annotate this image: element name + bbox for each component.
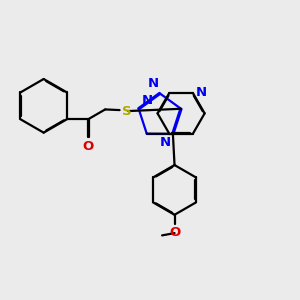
Text: N: N (142, 94, 153, 107)
Text: N: N (147, 77, 158, 90)
Text: S: S (122, 105, 132, 118)
Text: N: N (196, 86, 207, 99)
Text: O: O (82, 140, 94, 153)
Text: N: N (160, 136, 171, 149)
Text: O: O (169, 226, 180, 239)
